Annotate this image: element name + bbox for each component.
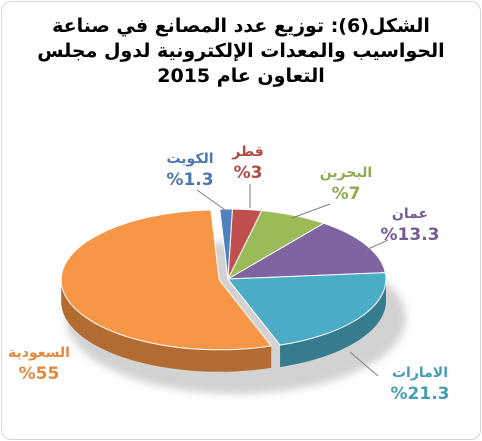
data-label-category: السعودية	[8, 345, 70, 361]
leader-lines	[196, 184, 389, 377]
pie-slice	[227, 222, 386, 280]
data-label: الامارات %21.3	[380, 364, 460, 405]
leader-line	[291, 203, 331, 219]
data-label-category: الكويت	[166, 151, 214, 167]
data-label-value: %21.3	[390, 384, 450, 404]
pie-slice	[227, 272, 387, 346]
chart-title-line-2: الحواسيب والمعدات الإلكترونية لدول مجلس	[37, 40, 445, 62]
data-label-category: قطر	[232, 144, 264, 160]
chart-title-line-3: التعاون عام 2015	[157, 65, 325, 87]
chart-title-line-1: الشكل(6): توزيع عدد المصانع في صناعة	[52, 15, 430, 37]
pie-slice-side	[61, 279, 272, 372]
pie-side-layer	[61, 279, 386, 372]
data-label-value: %3	[233, 163, 263, 183]
chart-title: الشكل(6): توزيع عدد المصانع في صناعة الح…	[16, 14, 466, 89]
data-label-category: البحرين	[319, 165, 373, 181]
data-label: الكويت %1.3	[150, 150, 230, 191]
data-label-value: %1.3	[166, 170, 214, 190]
leader-line	[365, 239, 389, 251]
data-label-value: %13.3	[380, 225, 440, 245]
data-label: قطر %3	[222, 143, 274, 184]
data-label: عمان %13.3	[370, 205, 450, 246]
pie-top-layer	[60, 208, 387, 351]
data-label: السعودية %55	[3, 344, 75, 385]
leader-line	[196, 189, 229, 213]
data-label-category: عمان	[391, 206, 429, 222]
data-label-value: %55	[18, 364, 60, 384]
data-label-category: الامارات	[391, 365, 449, 381]
data-label: البحرين %7	[310, 164, 382, 205]
pie-slice-side	[280, 279, 386, 368]
leader-line	[349, 351, 379, 377]
data-label-value: %7	[331, 184, 361, 204]
pie-slice	[60, 209, 273, 351]
